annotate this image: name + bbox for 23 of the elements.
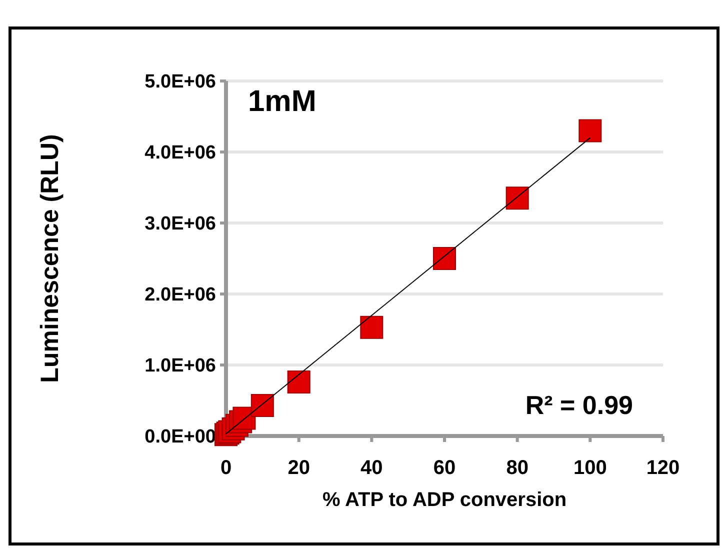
- x-tick-label: 100: [573, 457, 607, 479]
- y-tick-label: 2.0E+06: [144, 284, 216, 306]
- x-tick-label: 0: [220, 457, 232, 479]
- y-tick-label: 3.0E+06: [144, 214, 216, 235]
- annotation: R² = 0.99: [525, 390, 633, 420]
- x-tick-label: 40: [360, 457, 383, 479]
- x-tick-label: 120: [646, 457, 680, 479]
- y-tick-label: 1.0E+06: [144, 356, 216, 377]
- y-tick-label: 4.0E+06: [144, 142, 216, 164]
- x-tick-label: 20: [288, 457, 310, 479]
- y-axis-title: Luminescence (RLU): [36, 134, 64, 383]
- point: [506, 186, 529, 210]
- x-tick-label: 60: [433, 457, 456, 479]
- annotation: 1mM: [248, 85, 316, 118]
- x-tick-label: 80: [506, 457, 528, 479]
- point: [287, 370, 310, 394]
- point: [433, 247, 456, 270]
- point: [578, 119, 602, 142]
- y-tick-label: 5.0E+06: [144, 72, 216, 93]
- y-tick-label: 0.0E+00: [144, 426, 216, 448]
- point: [360, 316, 384, 339]
- point: [250, 394, 274, 417]
- x-axis-title: % ATP to ADP conversion: [322, 489, 567, 511]
